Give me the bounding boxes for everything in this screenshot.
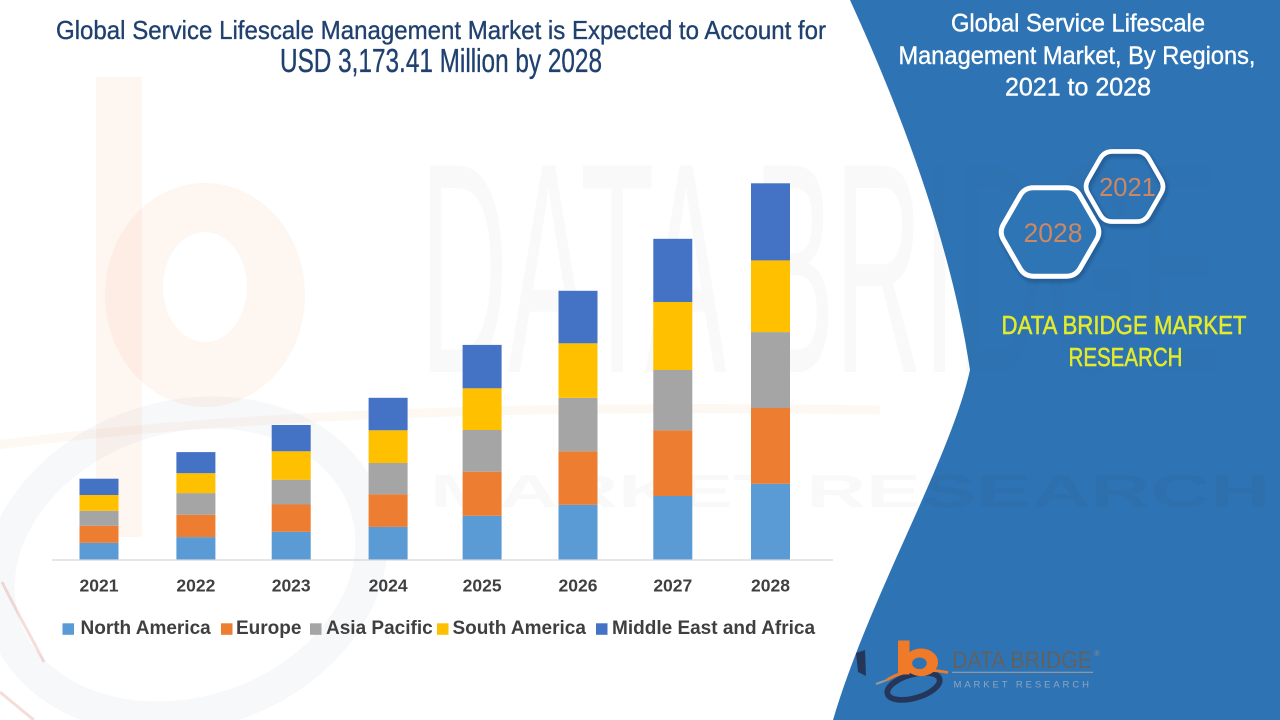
svg-text:DATA BRIDGE: DATA BRIDGE xyxy=(952,647,1092,674)
svg-text:2027: 2027 xyxy=(653,576,692,596)
svg-text:DATA BRIDGE: DATA BRIDGE xyxy=(420,100,1220,436)
svg-text:®: ® xyxy=(1094,649,1100,658)
svg-text:Middle East and Africa: Middle East and Africa xyxy=(612,618,815,639)
svg-text:2025: 2025 xyxy=(463,576,502,596)
svg-text:2023: 2023 xyxy=(272,576,311,596)
svg-text:2022: 2022 xyxy=(176,576,215,596)
svg-text:2024: 2024 xyxy=(369,576,408,596)
svg-text:DATA BRIDGE MARKET: DATA BRIDGE MARKET xyxy=(1002,310,1247,340)
svg-text:South America: South America xyxy=(453,618,587,639)
svg-text:North America: North America xyxy=(81,618,212,639)
svg-text:Management Market, By Regions,: Management Market, By Regions, xyxy=(899,42,1256,70)
svg-text:2026: 2026 xyxy=(559,576,598,596)
svg-text:2028: 2028 xyxy=(751,576,790,596)
svg-text:2021 to 2028: 2021 to 2028 xyxy=(1005,74,1151,102)
svg-text:2028: 2028 xyxy=(1024,218,1083,248)
svg-text:2021: 2021 xyxy=(80,576,119,596)
svg-text:MARKET RESEARCH: MARKET RESEARCH xyxy=(954,680,1092,691)
svg-text:RESEARCH: RESEARCH xyxy=(1069,342,1183,372)
svg-text:2021: 2021 xyxy=(1099,174,1156,202)
svg-text:Europe: Europe xyxy=(236,618,301,639)
svg-text:Global Service Lifescale: Global Service Lifescale xyxy=(951,10,1205,38)
svg-text:USD 3,173.41 Million by 2028: USD 3,173.41 Million by 2028 xyxy=(280,42,602,79)
svg-text:Asia Pacific: Asia Pacific xyxy=(326,618,433,639)
svg-text:Global Service Lifescale Manag: Global Service Lifescale Management Mark… xyxy=(56,15,826,45)
